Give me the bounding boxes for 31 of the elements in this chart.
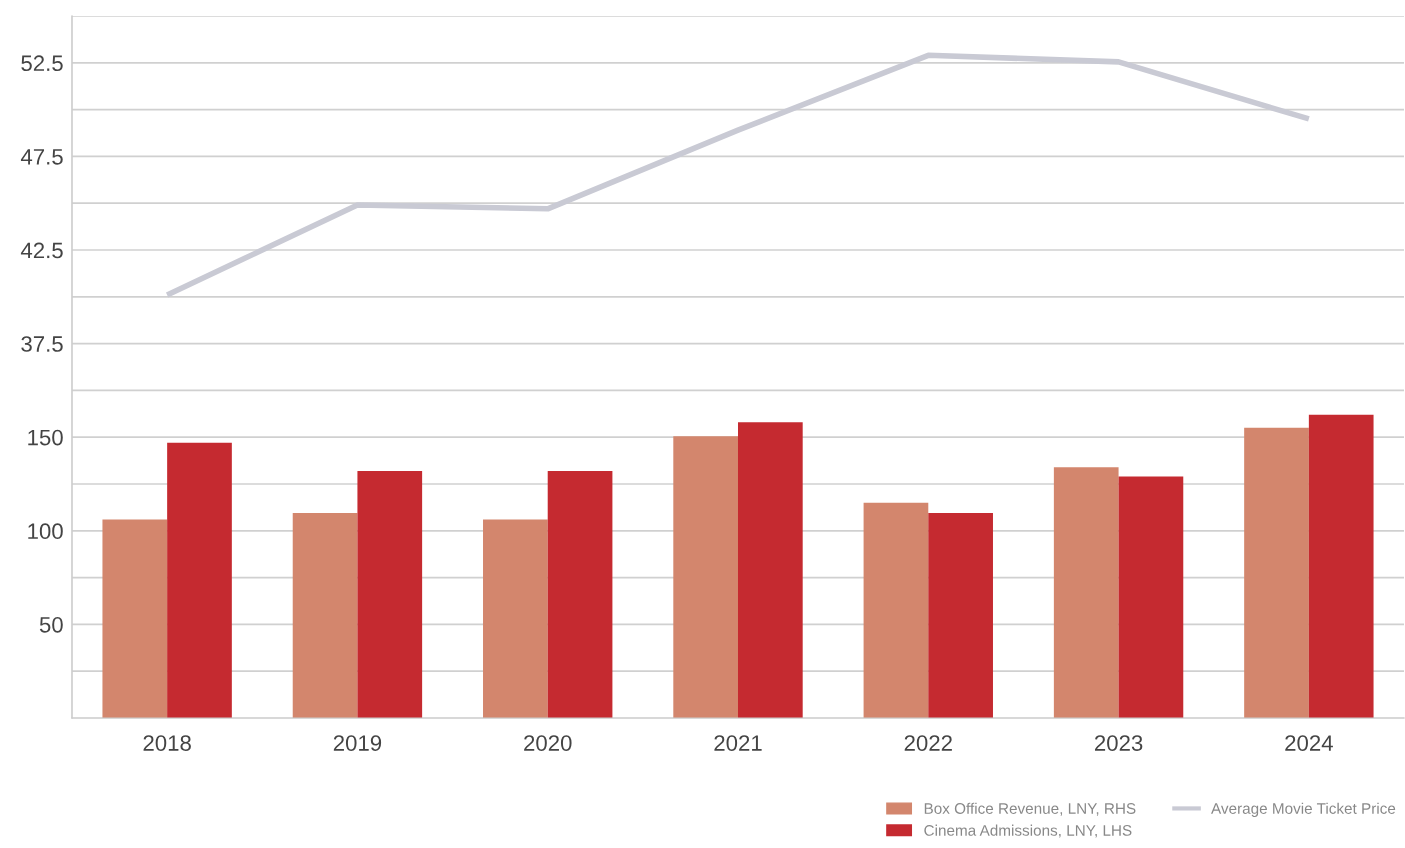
legend-label: Average Movie Ticket Price (1211, 802, 1396, 817)
x-tick-label: 2020 (524, 735, 572, 751)
x-tick-label: 2021 (714, 735, 762, 751)
x-tick-label: 2022 (904, 735, 952, 751)
y2-tick-label: 47.5 (20, 149, 63, 165)
bar (673, 436, 738, 718)
legend-label: Box Office Revenue, LNY, RHS (924, 802, 1136, 816)
bar (738, 422, 803, 718)
y2-tick-label: 42.5 (20, 242, 63, 259)
bar (102, 519, 168, 718)
x-tick-label: 2018 (143, 735, 191, 751)
y-tick-label: 50 (39, 616, 63, 633)
bar (357, 470, 423, 718)
bar (863, 502, 929, 718)
bar (1118, 476, 1184, 718)
legend-label: Cinema Admissions, LNY, LHS (924, 824, 1132, 838)
bar (483, 519, 548, 718)
x-tick-label: 2023 (1094, 735, 1143, 751)
bar (1308, 414, 1374, 718)
bar (292, 513, 358, 718)
x-tick-label: 2019 (333, 735, 382, 751)
y2-tick-label: 37.5 (21, 336, 63, 352)
bar (167, 442, 232, 718)
bar (1053, 467, 1119, 718)
y2-tick-label: 52.5 (21, 55, 63, 72)
bar (928, 513, 993, 718)
bar (1244, 427, 1309, 718)
y-tick-label: 100 (28, 523, 63, 540)
y-tick-label: 150 (28, 429, 63, 446)
x-tick-label: 2024 (1285, 735, 1333, 751)
bar (547, 470, 613, 718)
